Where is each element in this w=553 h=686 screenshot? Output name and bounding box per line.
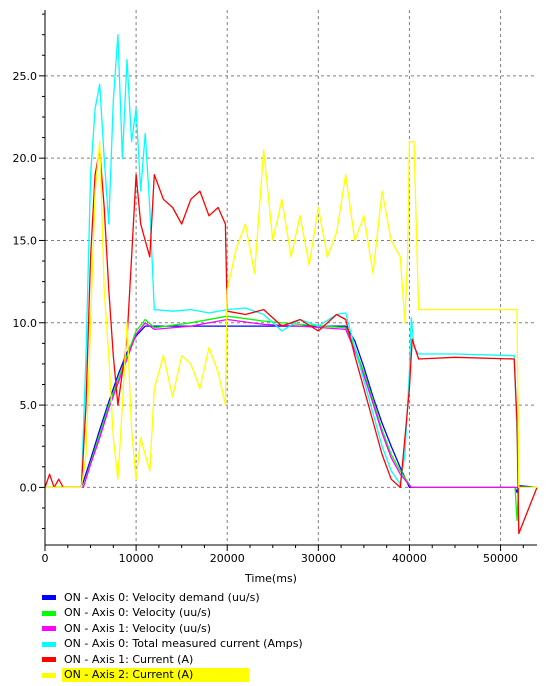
legend-label-0: ON - Axis 0: Velocity demand (uu/s) — [64, 590, 260, 604]
x-tick-label-4: 40000 — [392, 552, 427, 565]
y-tick-label-0: 0.0 — [20, 481, 38, 494]
x-tick-label-3: 30000 — [301, 552, 336, 565]
tick-labels: 0.0 5.0 10.0 15.0 20.0 25.0 0 10000 20000 30000 40… — [13, 70, 519, 565]
series-layer — [44, 34, 538, 535]
legend-label-1: ON - Axis 0: Velocity (uu/s) — [64, 606, 211, 620]
x-tick-label-2: 20000 — [210, 552, 245, 565]
y-tick-label-5: 25.0 — [13, 70, 38, 83]
y-tick-label-2: 10.0 — [13, 317, 38, 330]
x-tick-label-0: 0 — [42, 552, 49, 565]
legend-label-2: ON - Axis 1: Velocity (uu/s) — [64, 621, 211, 635]
series-line-1 — [45, 315, 537, 521]
legend: ON - Axis 0: Velocity demand (uu/s) ON - … — [42, 590, 303, 684]
grid-lines — [44, 10, 537, 545]
legend-swatch-2 — [42, 626, 56, 632]
series-line-4 — [44, 149, 538, 535]
legend-item-0[interactable]: ON - Axis 0: Velocity demand (uu/s) — [42, 590, 282, 606]
x-tick-label-1: 10000 — [119, 552, 154, 565]
legend-label-3: ON - Axis 0: Total measured current (Amp… — [64, 637, 303, 651]
axes — [39, 10, 537, 551]
chart-plot: 0.0 5.0 10.0 15.0 20.0 25.0 0 10000 20000 30000 40… — [13, 10, 538, 585]
legend-item-4[interactable]: ON - Axis 1: Current (A) — [42, 652, 282, 668]
y-tick-label-3: 15.0 — [13, 234, 38, 247]
legend-item-5[interactable]: ON - Axis 2: Current (A) — [42, 668, 282, 684]
legend-item-2[interactable]: ON - Axis 1: Velocity (uu/s) — [42, 621, 282, 637]
y-tick-label-1: 5.0 — [20, 399, 38, 412]
legend-item-3[interactable]: ON - Axis 0: Total measured current (Amp… — [42, 637, 303, 653]
legend-swatch-5 — [42, 672, 56, 678]
x-axis-title: Time(ms) — [244, 572, 297, 585]
legend-swatch-0 — [42, 595, 56, 601]
series-line-5 — [45, 141, 537, 489]
x-tick-label-5: 50000 — [483, 552, 518, 565]
series-line-3 — [45, 34, 537, 489]
legend-label-5: ON - Axis 2: Current (A) — [62, 668, 250, 683]
legend-swatch-4 — [42, 657, 56, 663]
legend-label-4: ON - Axis 1: Current (A) — [64, 652, 194, 666]
legend-item-1[interactable]: ON - Axis 0: Velocity (uu/s) — [42, 606, 282, 622]
series-line-2 — [45, 318, 537, 489]
legend-swatch-3 — [42, 641, 56, 647]
y-tick-label-4: 20.0 — [13, 152, 38, 165]
legend-swatch-1 — [42, 610, 56, 616]
